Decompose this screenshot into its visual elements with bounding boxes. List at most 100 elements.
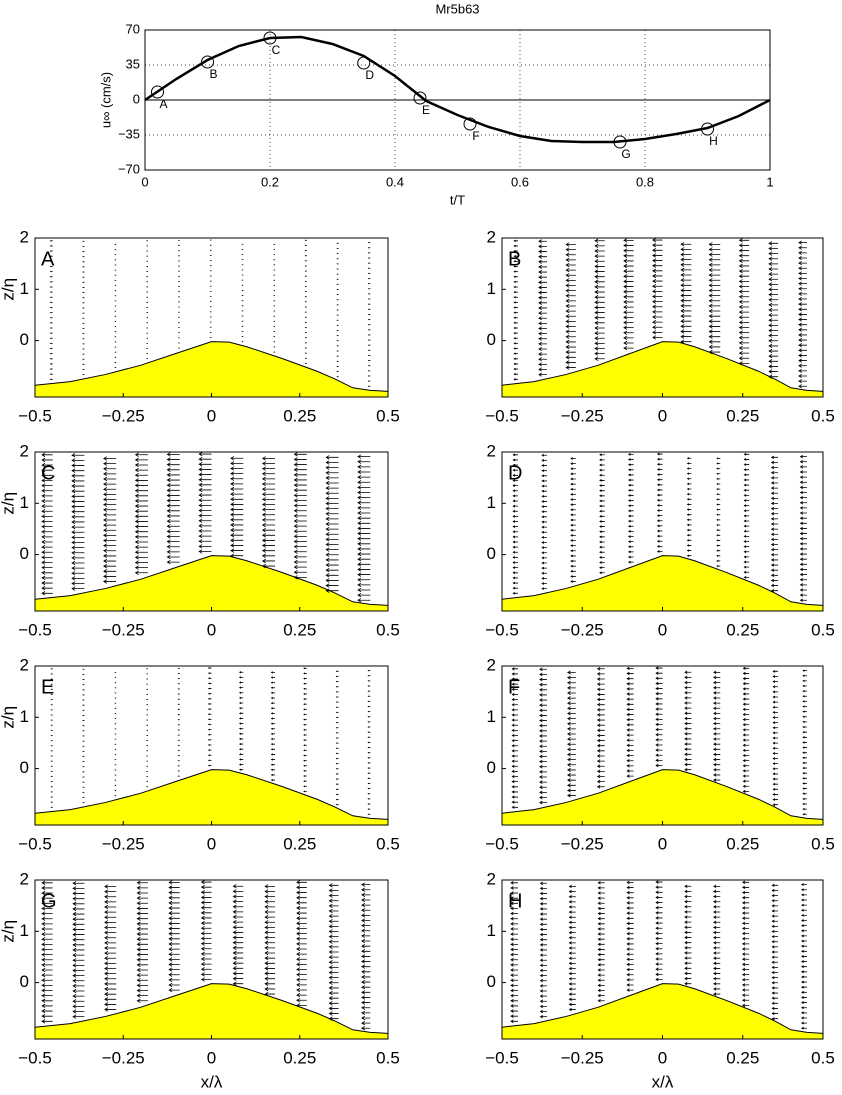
y-tick-label: 1 — [20, 493, 29, 512]
velocity-arrow — [177, 765, 180, 767]
velocity-arrow — [596, 702, 605, 707]
velocity-arrow — [652, 258, 663, 263]
velocity-arrow — [200, 967, 212, 972]
velocity-arrow — [335, 742, 339, 744]
velocity-arrow — [513, 285, 519, 289]
velocity-arrow — [623, 279, 634, 284]
velocity-arrow — [713, 696, 721, 700]
velocity-arrow — [303, 677, 307, 680]
velocity-arrow — [596, 707, 605, 712]
velocity-arrow — [361, 979, 371, 985]
velocity-arrow — [655, 727, 663, 732]
x-tick-label: 0.5 — [811, 1048, 835, 1067]
velocity-arrow — [511, 733, 519, 738]
velocity-arrow — [367, 339, 371, 341]
velocity-arrow — [655, 697, 663, 701]
velocity-arrow — [72, 963, 85, 968]
velocity-arrow — [623, 248, 634, 253]
velocity-arrow — [367, 736, 371, 739]
velocity-arrow — [134, 570, 148, 575]
velocity-arrow — [134, 478, 148, 483]
velocity-arrow — [655, 676, 663, 681]
velocity-arrow — [716, 462, 721, 465]
velocity-arrow — [742, 718, 750, 722]
velocity-arrow — [738, 345, 750, 351]
velocity-arrow — [652, 314, 663, 320]
velocity-arrow — [168, 982, 180, 988]
velocity-arrow — [742, 687, 750, 691]
velocity-arrow — [539, 739, 547, 743]
velocity-arrow — [565, 350, 576, 355]
velocity-arrow — [684, 971, 692, 976]
velocity-arrow — [207, 667, 212, 669]
velocity-arrow — [684, 675, 692, 680]
point-marker — [151, 85, 164, 99]
velocity-arrow — [652, 263, 663, 268]
velocity-arrow — [41, 942, 53, 947]
velocity-arrow — [50, 786, 53, 788]
velocity-arrow — [304, 321, 307, 324]
y-axis-label: z/η — [0, 278, 17, 301]
velocity-arrow — [799, 511, 807, 515]
velocity-arrow — [768, 282, 779, 287]
velocity-arrow — [296, 951, 307, 957]
velocity-arrow — [541, 535, 547, 539]
velocity-arrow — [597, 973, 605, 977]
velocity-arrow — [565, 303, 576, 309]
velocity-arrow — [41, 550, 53, 555]
velocity-arrow — [328, 960, 339, 965]
velocity-arrow — [684, 721, 692, 726]
bed-outline — [34, 769, 389, 820]
velocity-arrow — [232, 950, 244, 956]
velocity-arrow — [799, 454, 807, 459]
velocity-arrow — [136, 998, 148, 1003]
velocity-arrow — [513, 347, 519, 350]
velocity-arrow — [49, 352, 53, 355]
velocity-arrow — [104, 966, 117, 971]
velocity-arrow — [511, 759, 519, 763]
velocity-arrow — [41, 983, 53, 988]
velocity-arrow — [684, 701, 692, 705]
velocity-arrow — [82, 358, 85, 360]
velocity-arrow — [772, 705, 779, 709]
velocity-arrow — [680, 278, 692, 283]
velocity-arrow — [367, 782, 371, 785]
velocity-arrow — [325, 485, 339, 491]
velocity-arrow — [772, 741, 779, 745]
velocity-arrow — [565, 283, 576, 288]
velocity-arrow — [41, 1019, 53, 1024]
velocity-arrow — [741, 896, 750, 900]
velocity-arrow — [538, 331, 547, 336]
velocity-arrow — [802, 782, 807, 785]
velocity-arrow — [802, 787, 807, 790]
velocity-arrow — [41, 493, 53, 498]
velocity-arrow — [741, 911, 750, 915]
velocity-arrow — [798, 297, 807, 302]
velocity-arrow — [680, 262, 692, 267]
velocity-arrow — [304, 301, 307, 303]
velocity-arrow — [684, 716, 692, 721]
velocity-arrow — [361, 964, 371, 969]
velocity-arrow — [738, 299, 750, 304]
velocity-arrow — [652, 237, 663, 243]
velocity-arrow — [293, 534, 307, 539]
velocity-arrow — [82, 302, 85, 304]
velocity-arrow — [567, 670, 576, 675]
velocity-arrow — [570, 569, 576, 573]
velocity-arrow — [335, 680, 339, 683]
velocity-arrow — [41, 931, 53, 937]
y-tick-label: 1 — [20, 921, 29, 940]
velocity-arrow — [71, 458, 85, 463]
velocity-arrow — [264, 920, 276, 925]
velocity-arrow — [198, 457, 212, 462]
velocity-arrow — [293, 488, 307, 493]
velocity-arrow — [207, 749, 212, 752]
point-label: D — [365, 68, 374, 82]
velocity-arrow — [626, 952, 634, 956]
velocity-arrow — [166, 452, 180, 457]
velocity-arrow — [304, 352, 307, 354]
velocity-arrow — [713, 982, 721, 986]
velocity-arrow — [623, 304, 634, 310]
velocity-arrow — [104, 915, 117, 920]
velocity-arrow — [626, 896, 634, 900]
